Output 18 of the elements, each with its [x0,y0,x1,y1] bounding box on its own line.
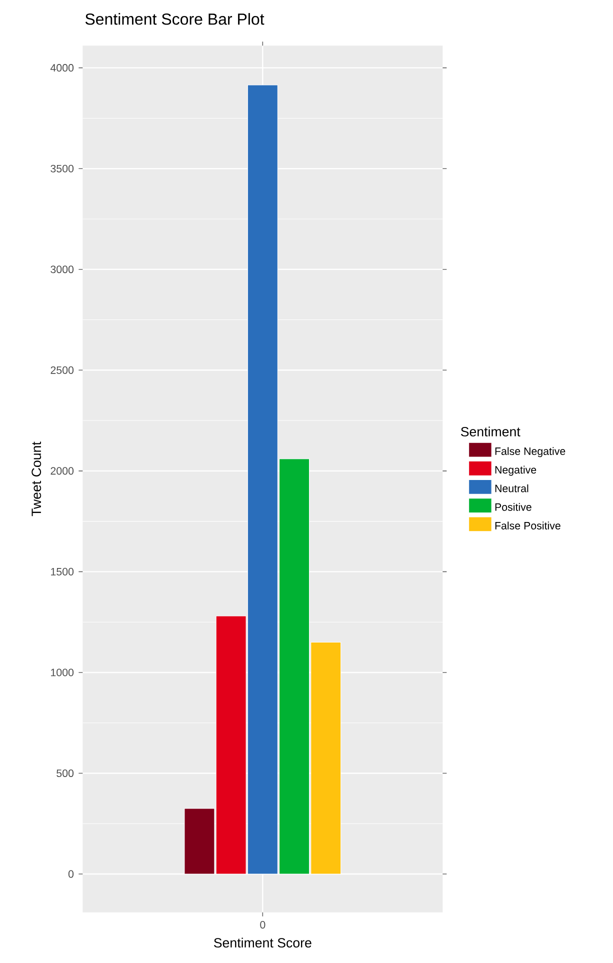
y-tick-label: 0 [68,870,74,878]
legend-title: Sentiment [460,426,520,436]
y-axis-title: Tweet Count [32,442,42,516]
chart-title: Sentiment Score Bar Plot [85,13,264,25]
y-tick-label: 3000 [50,266,74,274]
y-tick-label: 2500 [50,366,74,374]
legend-label: Neutral [495,484,528,492]
y-tick-label: 500 [56,769,74,778]
y-tick-label: 1000 [51,668,74,676]
legend-label: False Positive [495,522,560,530]
x-axis-title: Sentiment Score [214,938,312,948]
y-tick-label: 4000 [50,64,74,72]
y-tick-label: 2000 [50,467,74,475]
y-tick-label: 3500 [50,164,74,172]
legend-label: Negative [495,466,536,476]
y-tick-label: 1500 [51,568,74,576]
legend-label: Positive [495,503,532,511]
legend-label: False Negative [495,447,566,458]
